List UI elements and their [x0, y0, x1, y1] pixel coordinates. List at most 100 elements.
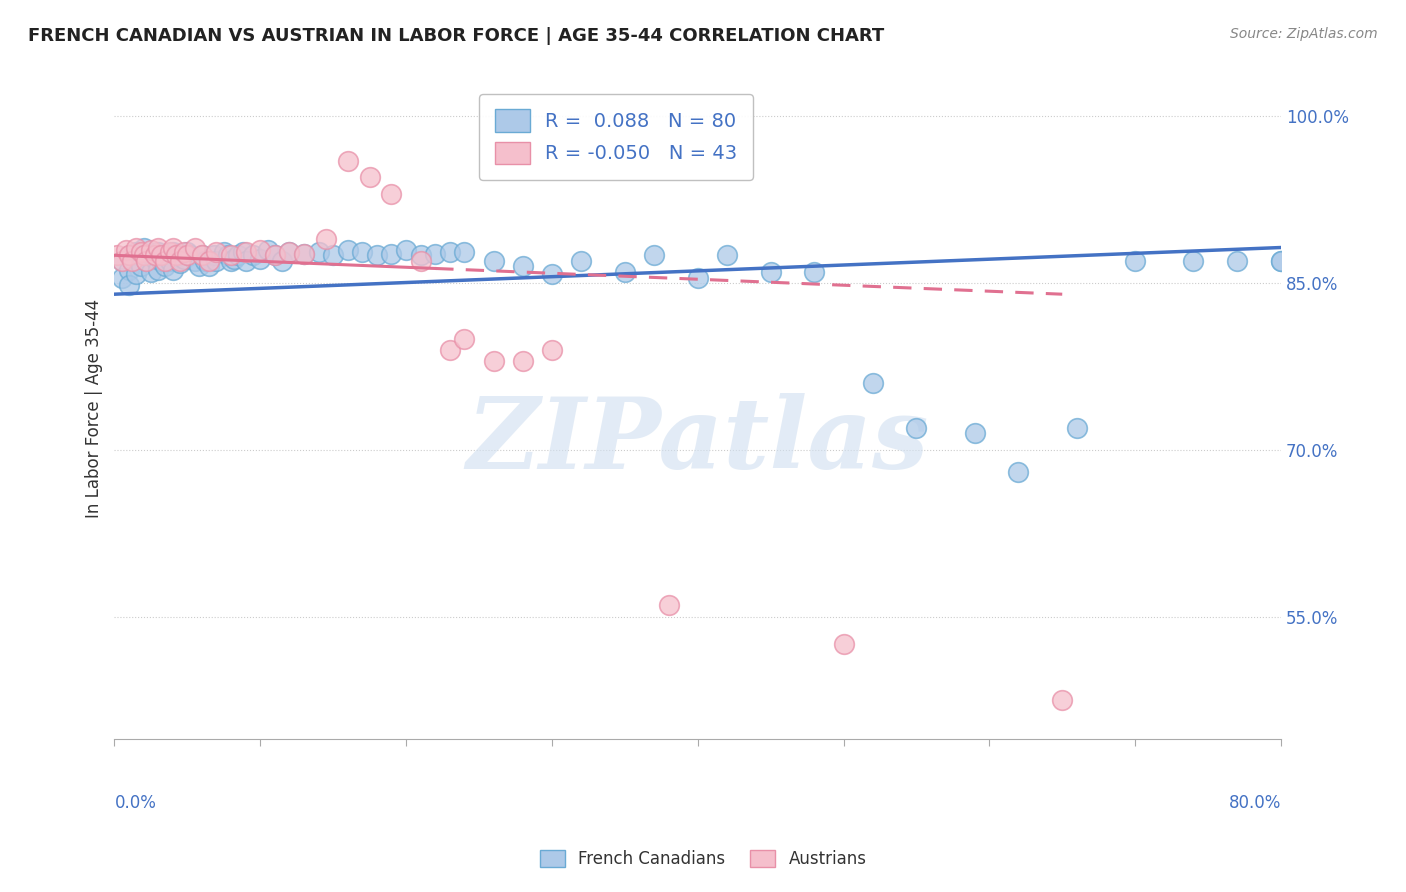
Point	[198, 260, 221, 274]
Point	[155, 248, 177, 262]
Point	[191, 248, 214, 262]
Point	[512, 260, 534, 274]
Point	[439, 244, 461, 259]
Point	[482, 354, 505, 368]
Point	[453, 244, 475, 259]
Point	[139, 243, 162, 257]
Point	[235, 253, 257, 268]
Point	[121, 252, 143, 266]
Point	[205, 253, 228, 268]
Point	[686, 270, 709, 285]
Point	[125, 244, 148, 259]
Point	[219, 253, 242, 268]
Point	[905, 420, 928, 434]
Point	[716, 248, 738, 262]
Point	[111, 253, 134, 268]
Point	[217, 248, 239, 262]
Point	[111, 253, 134, 268]
Legend: R =  0.088   N = 80, R = -0.050   N = 43: R = 0.088 N = 80, R = -0.050 N = 43	[479, 94, 754, 179]
Point	[166, 248, 188, 262]
Text: FRENCH CANADIAN VS AUSTRIAN IN LABOR FORCE | AGE 35-44 CORRELATION CHART: FRENCH CANADIAN VS AUSTRIAN IN LABOR FOR…	[28, 27, 884, 45]
Point	[146, 244, 169, 259]
Point	[1066, 420, 1088, 434]
Point	[150, 253, 173, 268]
Point	[212, 244, 235, 259]
Point	[198, 253, 221, 268]
Point	[173, 244, 195, 259]
Point	[1123, 253, 1146, 268]
Point	[125, 267, 148, 281]
Point	[1007, 465, 1029, 479]
Point	[219, 248, 242, 262]
Point	[159, 253, 181, 268]
Point	[482, 253, 505, 268]
Point	[657, 599, 679, 613]
Point	[118, 278, 141, 293]
Point	[176, 244, 198, 259]
Text: ZIPatlas: ZIPatlas	[467, 393, 929, 490]
Point	[963, 426, 986, 441]
Point	[194, 253, 217, 268]
Point	[139, 248, 162, 262]
Point	[132, 240, 155, 254]
Point	[150, 248, 173, 262]
Point	[118, 248, 141, 262]
Point	[202, 248, 225, 262]
Point	[135, 253, 157, 268]
Point	[512, 354, 534, 368]
Point	[205, 244, 228, 259]
Point	[256, 243, 278, 257]
Point	[188, 260, 211, 274]
Point	[139, 265, 162, 279]
Legend: French Canadians, Austrians: French Canadians, Austrians	[533, 843, 873, 875]
Point	[132, 248, 155, 262]
Point	[336, 153, 359, 168]
Point	[336, 243, 359, 257]
Point	[191, 248, 214, 262]
Point	[169, 256, 191, 270]
Point	[308, 244, 330, 259]
Point	[222, 252, 245, 266]
Point	[146, 262, 169, 277]
Point	[249, 252, 271, 266]
Point	[111, 270, 134, 285]
Point	[292, 247, 315, 261]
Point	[1270, 253, 1292, 268]
Point	[263, 248, 285, 262]
Point	[425, 247, 447, 261]
Point	[315, 232, 337, 246]
Text: 80.0%: 80.0%	[1229, 795, 1281, 813]
Point	[135, 253, 157, 268]
Point	[803, 265, 825, 279]
Point	[183, 253, 205, 268]
Point	[242, 248, 264, 262]
Point	[146, 240, 169, 254]
Point	[132, 248, 155, 262]
Point	[121, 253, 143, 268]
Point	[125, 240, 148, 254]
Point	[118, 262, 141, 277]
Point	[862, 376, 884, 391]
Point	[228, 248, 250, 262]
Point	[359, 170, 381, 185]
Point	[129, 260, 152, 274]
Y-axis label: In Labor Force | Age 35-44: In Labor Force | Age 35-44	[86, 299, 103, 517]
Point	[159, 244, 181, 259]
Point	[235, 244, 257, 259]
Point	[155, 260, 177, 274]
Point	[1182, 253, 1205, 268]
Point	[173, 252, 195, 266]
Point	[143, 248, 166, 262]
Point	[183, 240, 205, 254]
Point	[409, 253, 432, 268]
Point	[569, 253, 592, 268]
Point	[380, 247, 402, 261]
Point	[115, 243, 138, 257]
Point	[380, 187, 402, 202]
Point	[176, 248, 198, 262]
Point	[278, 244, 301, 259]
Point	[352, 244, 374, 259]
Point	[409, 248, 432, 262]
Point	[143, 252, 166, 266]
Point	[541, 267, 564, 281]
